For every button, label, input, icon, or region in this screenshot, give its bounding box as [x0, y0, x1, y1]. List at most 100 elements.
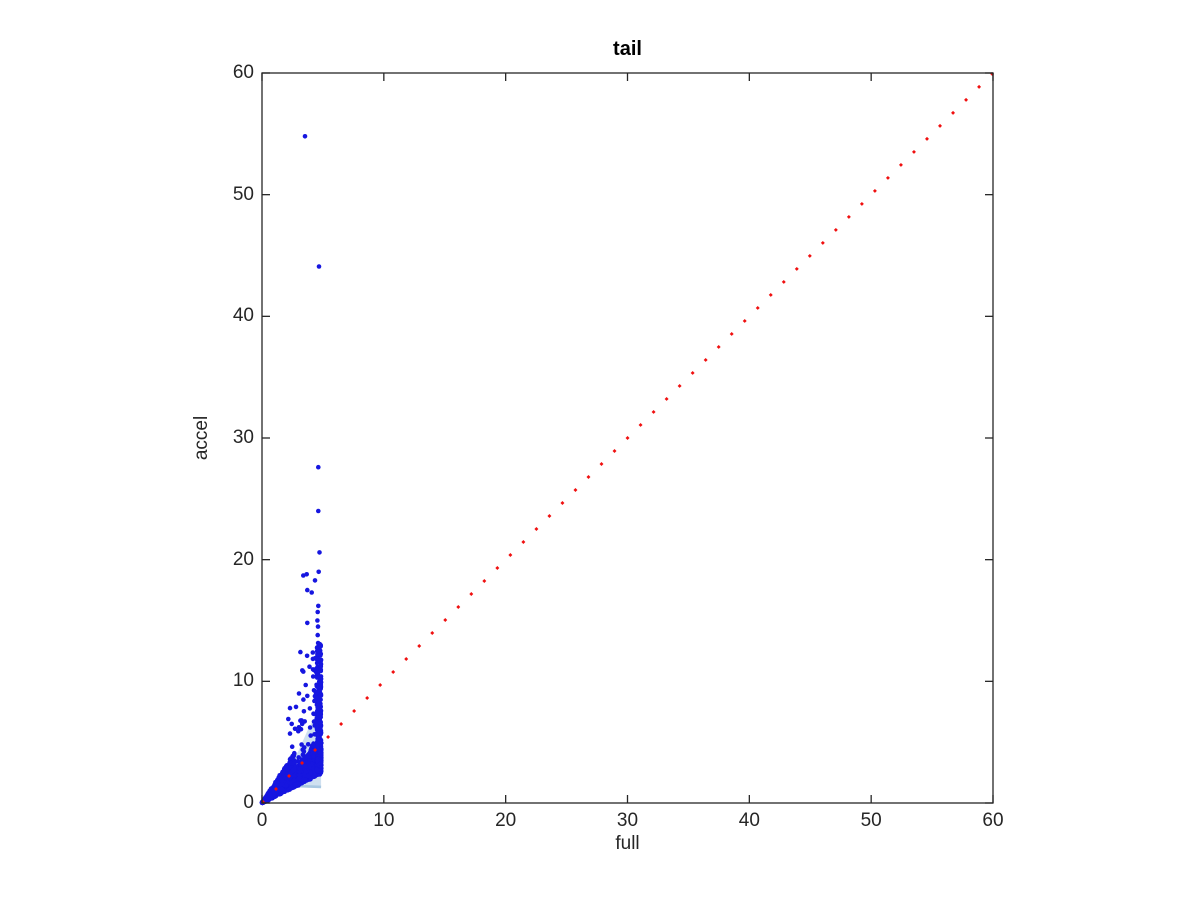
scatter-point: [318, 661, 324, 667]
scatter-point: [316, 603, 321, 609]
scatter-point: [306, 762, 312, 768]
scatter-point: [293, 783, 299, 789]
scatter-point: [316, 649, 322, 654]
scatter-point: [299, 719, 305, 724]
scatter-point: [316, 685, 321, 691]
x-tick-label: 60: [982, 810, 1004, 831]
scatter-points-layer: [259, 134, 324, 806]
plot-title: tail: [613, 38, 642, 60]
x-tick-label: 40: [738, 810, 760, 831]
scatter-point: [305, 693, 310, 699]
scatter-point: [316, 264, 322, 269]
scatter-point: [284, 765, 289, 770]
scatter-point: [303, 777, 308, 783]
scatter-point: [307, 706, 313, 711]
y-tick-label: 40: [232, 305, 254, 327]
scatter-point: [279, 781, 285, 787]
y-tick-label: 0: [243, 792, 254, 813]
scatter-point: [307, 664, 312, 669]
scatter-point: [311, 711, 317, 717]
scatter-point: [310, 674, 316, 679]
scatter-point: [316, 699, 322, 704]
y-tick-label: 20: [232, 548, 254, 570]
scatter-point: [277, 776, 283, 781]
scatter-point: [312, 656, 318, 661]
x-tick-label: 20: [495, 810, 517, 831]
scatter-point: [284, 776, 290, 781]
scatter-point: [287, 705, 293, 711]
scatter-point: [279, 786, 285, 792]
scatter-point: [314, 682, 319, 688]
scatter-point: [311, 743, 316, 749]
scatter-point: [317, 730, 322, 736]
scatter-point: [296, 755, 302, 760]
scatter-point: [317, 707, 323, 713]
scatter-point: [301, 573, 306, 578]
scatter-point: [297, 773, 303, 778]
scatter-point: [311, 754, 317, 759]
identity-line: [261, 72, 994, 804]
scatter-point: [309, 590, 315, 595]
scatter-point: [292, 766, 297, 772]
scatter-point: [316, 569, 322, 575]
scatter-point: [299, 742, 304, 747]
scatter-point: [307, 725, 313, 730]
scatter-point: [310, 650, 316, 655]
x-tick-label: 30: [616, 810, 639, 831]
scatter-point: [315, 632, 321, 638]
scatter-point: [304, 653, 310, 659]
scatter-point: [308, 747, 314, 753]
scatter-point: [316, 464, 321, 470]
scatter-point: [303, 682, 309, 688]
scatter-point: [301, 669, 306, 674]
scatter-point: [315, 624, 321, 629]
x-tick-label: 50: [860, 810, 882, 831]
scatter-point: [305, 742, 311, 747]
scatter-point: [302, 772, 307, 778]
scatter-point: [301, 749, 307, 754]
scatter-point: [292, 726, 298, 732]
y-tick-label: 60: [232, 62, 254, 83]
scatter-point: [281, 770, 286, 775]
scatter-point: [311, 688, 317, 693]
scatter-point: [296, 728, 301, 734]
scatter-point: [314, 666, 319, 672]
scatter-point: [308, 733, 314, 738]
scatter-point: [305, 587, 310, 593]
scatter-point: [301, 697, 306, 702]
scatter-point: [296, 725, 302, 730]
scatter-point: [314, 767, 320, 773]
scatter-point: [317, 711, 322, 716]
scatter-point: [315, 758, 320, 764]
scatter-point: [297, 766, 303, 771]
scatter-point: [292, 750, 297, 756]
scatter-point: [301, 709, 307, 714]
scatter-point: [286, 716, 291, 722]
scatter-point: [271, 786, 276, 792]
x-tick-label: 0: [256, 810, 268, 831]
scatter-point: [284, 783, 289, 788]
x-axis-label: full: [615, 833, 640, 854]
scatter-point: [315, 609, 321, 615]
scatter-point: [312, 578, 318, 583]
y-tick-label: 10: [232, 670, 254, 692]
scatter-point: [273, 780, 278, 785]
scatter-point: [299, 757, 305, 762]
scatter-point: [302, 134, 308, 139]
scatter-point: [289, 744, 295, 749]
x-tick-label: 10: [373, 810, 395, 831]
scatter-point: [316, 508, 321, 514]
scatter-point: [289, 721, 295, 727]
y-tick-label: 30: [232, 427, 254, 448]
scatter-point: [305, 620, 310, 626]
scatter-point: [315, 618, 320, 623]
scatter-point: [308, 770, 313, 776]
scatter-point: [303, 769, 309, 774]
scatter-point: [287, 731, 293, 736]
scatter-point: [312, 698, 317, 704]
scatter-point: [267, 792, 273, 798]
scatter-point: [298, 649, 303, 655]
scatter-point: [265, 796, 270, 801]
